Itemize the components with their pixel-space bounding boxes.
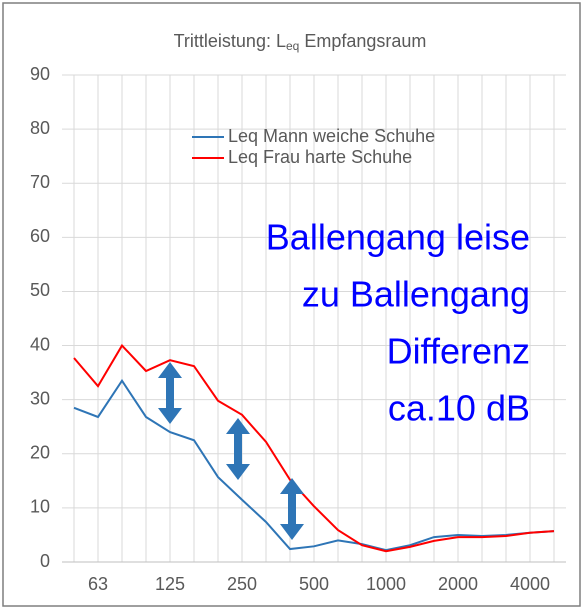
y-tick-label: 70 xyxy=(30,172,50,192)
series-line xyxy=(73,378,555,552)
title-main: Trittleistung: L xyxy=(174,31,286,51)
y-tick-label: 50 xyxy=(30,280,50,300)
x-tick-label: 250 xyxy=(227,574,257,594)
double-arrow xyxy=(280,478,304,540)
arrows xyxy=(158,362,304,540)
series-line xyxy=(73,343,555,553)
x-tick-label: 500 xyxy=(299,574,329,594)
x-tick-label: 2000 xyxy=(438,574,478,594)
y-tick-label: 10 xyxy=(30,497,50,517)
annotation: zu Ballengang xyxy=(302,274,530,315)
annotation: ca.10 dB xyxy=(388,388,530,429)
y-tick-label: 80 xyxy=(30,118,50,138)
legend-label: Leq Frau harte Schuhe xyxy=(228,147,412,167)
annotation: Ballengang leise xyxy=(266,217,530,258)
double-arrow xyxy=(226,418,250,480)
x-tick-label: 63 xyxy=(88,574,108,594)
x-tick-label: 125 xyxy=(155,574,185,594)
title-subscript: eq xyxy=(286,39,299,53)
y-tick-label: 30 xyxy=(30,388,50,408)
title-suffix: Empfangsraum xyxy=(304,31,426,51)
double-arrow xyxy=(158,362,182,424)
y-tick-label: 60 xyxy=(30,226,50,246)
annotation: Differenz xyxy=(387,331,530,372)
legend-label: Leq Mann weiche Schuhe xyxy=(228,126,435,146)
x-tick-label: 1000 xyxy=(366,574,406,594)
chart-title: Trittleistung: Leq Empfangsraum xyxy=(174,31,427,53)
x-tick-label: 4000 xyxy=(510,574,550,594)
y-tick-label: 0 xyxy=(40,551,50,571)
y-tick-label: 40 xyxy=(30,334,50,354)
y-tick-label: 90 xyxy=(30,64,50,84)
y-tick-label: 20 xyxy=(30,443,50,463)
